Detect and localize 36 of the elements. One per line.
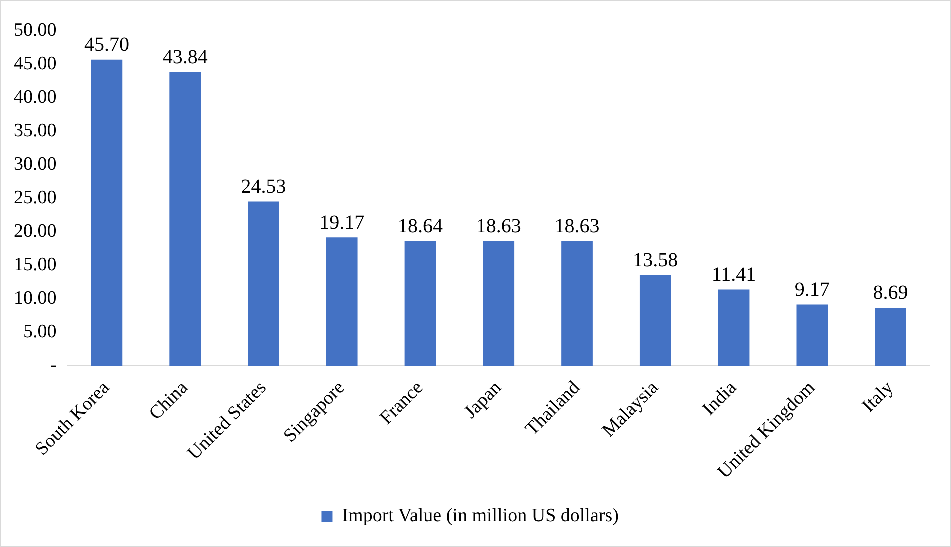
bar	[718, 290, 750, 366]
y-tick-label: -	[50, 355, 57, 376]
y-tick-label: 10.00	[14, 288, 57, 310]
data-label: 18.63	[476, 216, 522, 238]
bar	[91, 60, 123, 366]
data-label: 18.64	[398, 215, 443, 238]
legend-label: Import Value (in million US dollars)	[342, 505, 619, 526]
data-label: 43.84	[162, 46, 208, 69]
data-label: 13.58	[633, 249, 678, 272]
bar	[796, 304, 828, 366]
y-tick-label: 30.00	[14, 154, 57, 176]
data-label: 11.41	[712, 264, 756, 286]
bar	[562, 241, 593, 366]
y-tick-label: 15.00	[14, 254, 57, 276]
bar	[326, 238, 358, 366]
bar	[170, 72, 202, 366]
y-tick-label: 20.00	[14, 221, 57, 242]
bar	[875, 308, 906, 366]
bar	[248, 202, 280, 366]
data-label: 45.70	[84, 34, 130, 56]
data-label: 18.63	[554, 216, 600, 238]
y-tick-label: 25.00	[14, 188, 57, 209]
y-tick-label: 5.00	[24, 322, 57, 343]
x-tick-label: Italy	[858, 377, 898, 417]
data-label: 24.53	[241, 176, 286, 198]
x-tick-label: India	[698, 377, 742, 420]
y-tick-label: 35.00	[14, 120, 57, 142]
data-label: 8.69	[873, 282, 908, 304]
y-tick-label: 45.00	[14, 54, 57, 75]
data-label: 19.17	[320, 212, 365, 234]
y-tick-label: 40.00	[14, 87, 57, 108]
bar	[404, 241, 436, 366]
y-tick-label: 50.00	[14, 20, 57, 41]
bar	[483, 241, 515, 366]
data-label: 9.17	[794, 278, 830, 301]
bar	[640, 275, 672, 366]
